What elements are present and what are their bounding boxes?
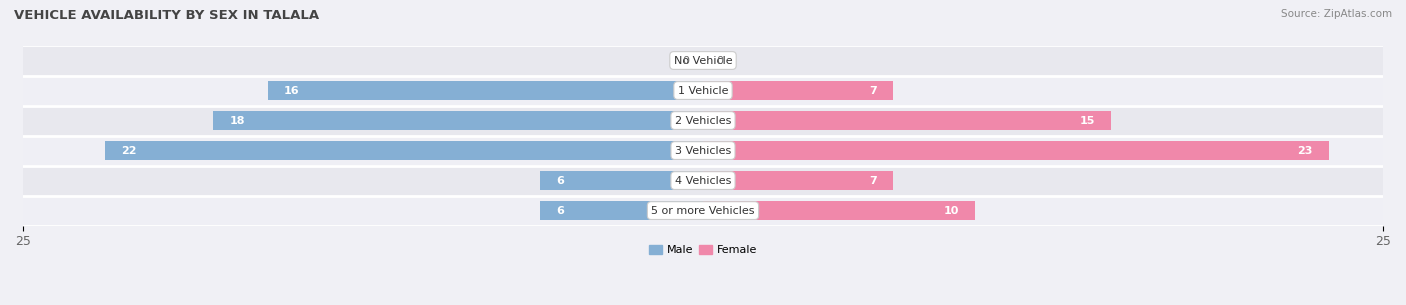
Bar: [104, 141, 703, 160]
Bar: [540, 171, 703, 190]
Text: 6: 6: [557, 206, 564, 216]
Text: 0: 0: [717, 56, 724, 66]
FancyBboxPatch shape: [22, 76, 1384, 106]
Text: 15: 15: [1080, 116, 1095, 126]
Bar: [703, 201, 974, 220]
Bar: [703, 111, 1111, 130]
Bar: [540, 201, 703, 220]
Text: 0: 0: [682, 56, 689, 66]
FancyBboxPatch shape: [22, 106, 1384, 135]
Text: 7: 7: [869, 176, 877, 185]
Bar: [703, 81, 893, 100]
Text: VEHICLE AVAILABILITY BY SEX IN TALALA: VEHICLE AVAILABILITY BY SEX IN TALALA: [14, 9, 319, 22]
Text: 23: 23: [1296, 145, 1312, 156]
Bar: [214, 111, 703, 130]
Text: 1 Vehicle: 1 Vehicle: [678, 85, 728, 95]
Text: 22: 22: [121, 145, 136, 156]
FancyBboxPatch shape: [22, 45, 1384, 76]
Text: 4 Vehicles: 4 Vehicles: [675, 176, 731, 185]
Text: Source: ZipAtlas.com: Source: ZipAtlas.com: [1281, 9, 1392, 19]
Legend: Male, Female: Male, Female: [644, 240, 762, 260]
FancyBboxPatch shape: [22, 166, 1384, 196]
Text: 18: 18: [229, 116, 245, 126]
Text: 5 or more Vehicles: 5 or more Vehicles: [651, 206, 755, 216]
Text: 7: 7: [869, 85, 877, 95]
Text: 2 Vehicles: 2 Vehicles: [675, 116, 731, 126]
Text: No Vehicle: No Vehicle: [673, 56, 733, 66]
Text: 6: 6: [557, 176, 564, 185]
Text: 3 Vehicles: 3 Vehicles: [675, 145, 731, 156]
Text: 10: 10: [943, 206, 959, 216]
Text: 16: 16: [284, 85, 299, 95]
Bar: [703, 171, 893, 190]
FancyBboxPatch shape: [22, 196, 1384, 226]
Bar: [703, 141, 1329, 160]
Bar: [267, 81, 703, 100]
FancyBboxPatch shape: [22, 135, 1384, 166]
